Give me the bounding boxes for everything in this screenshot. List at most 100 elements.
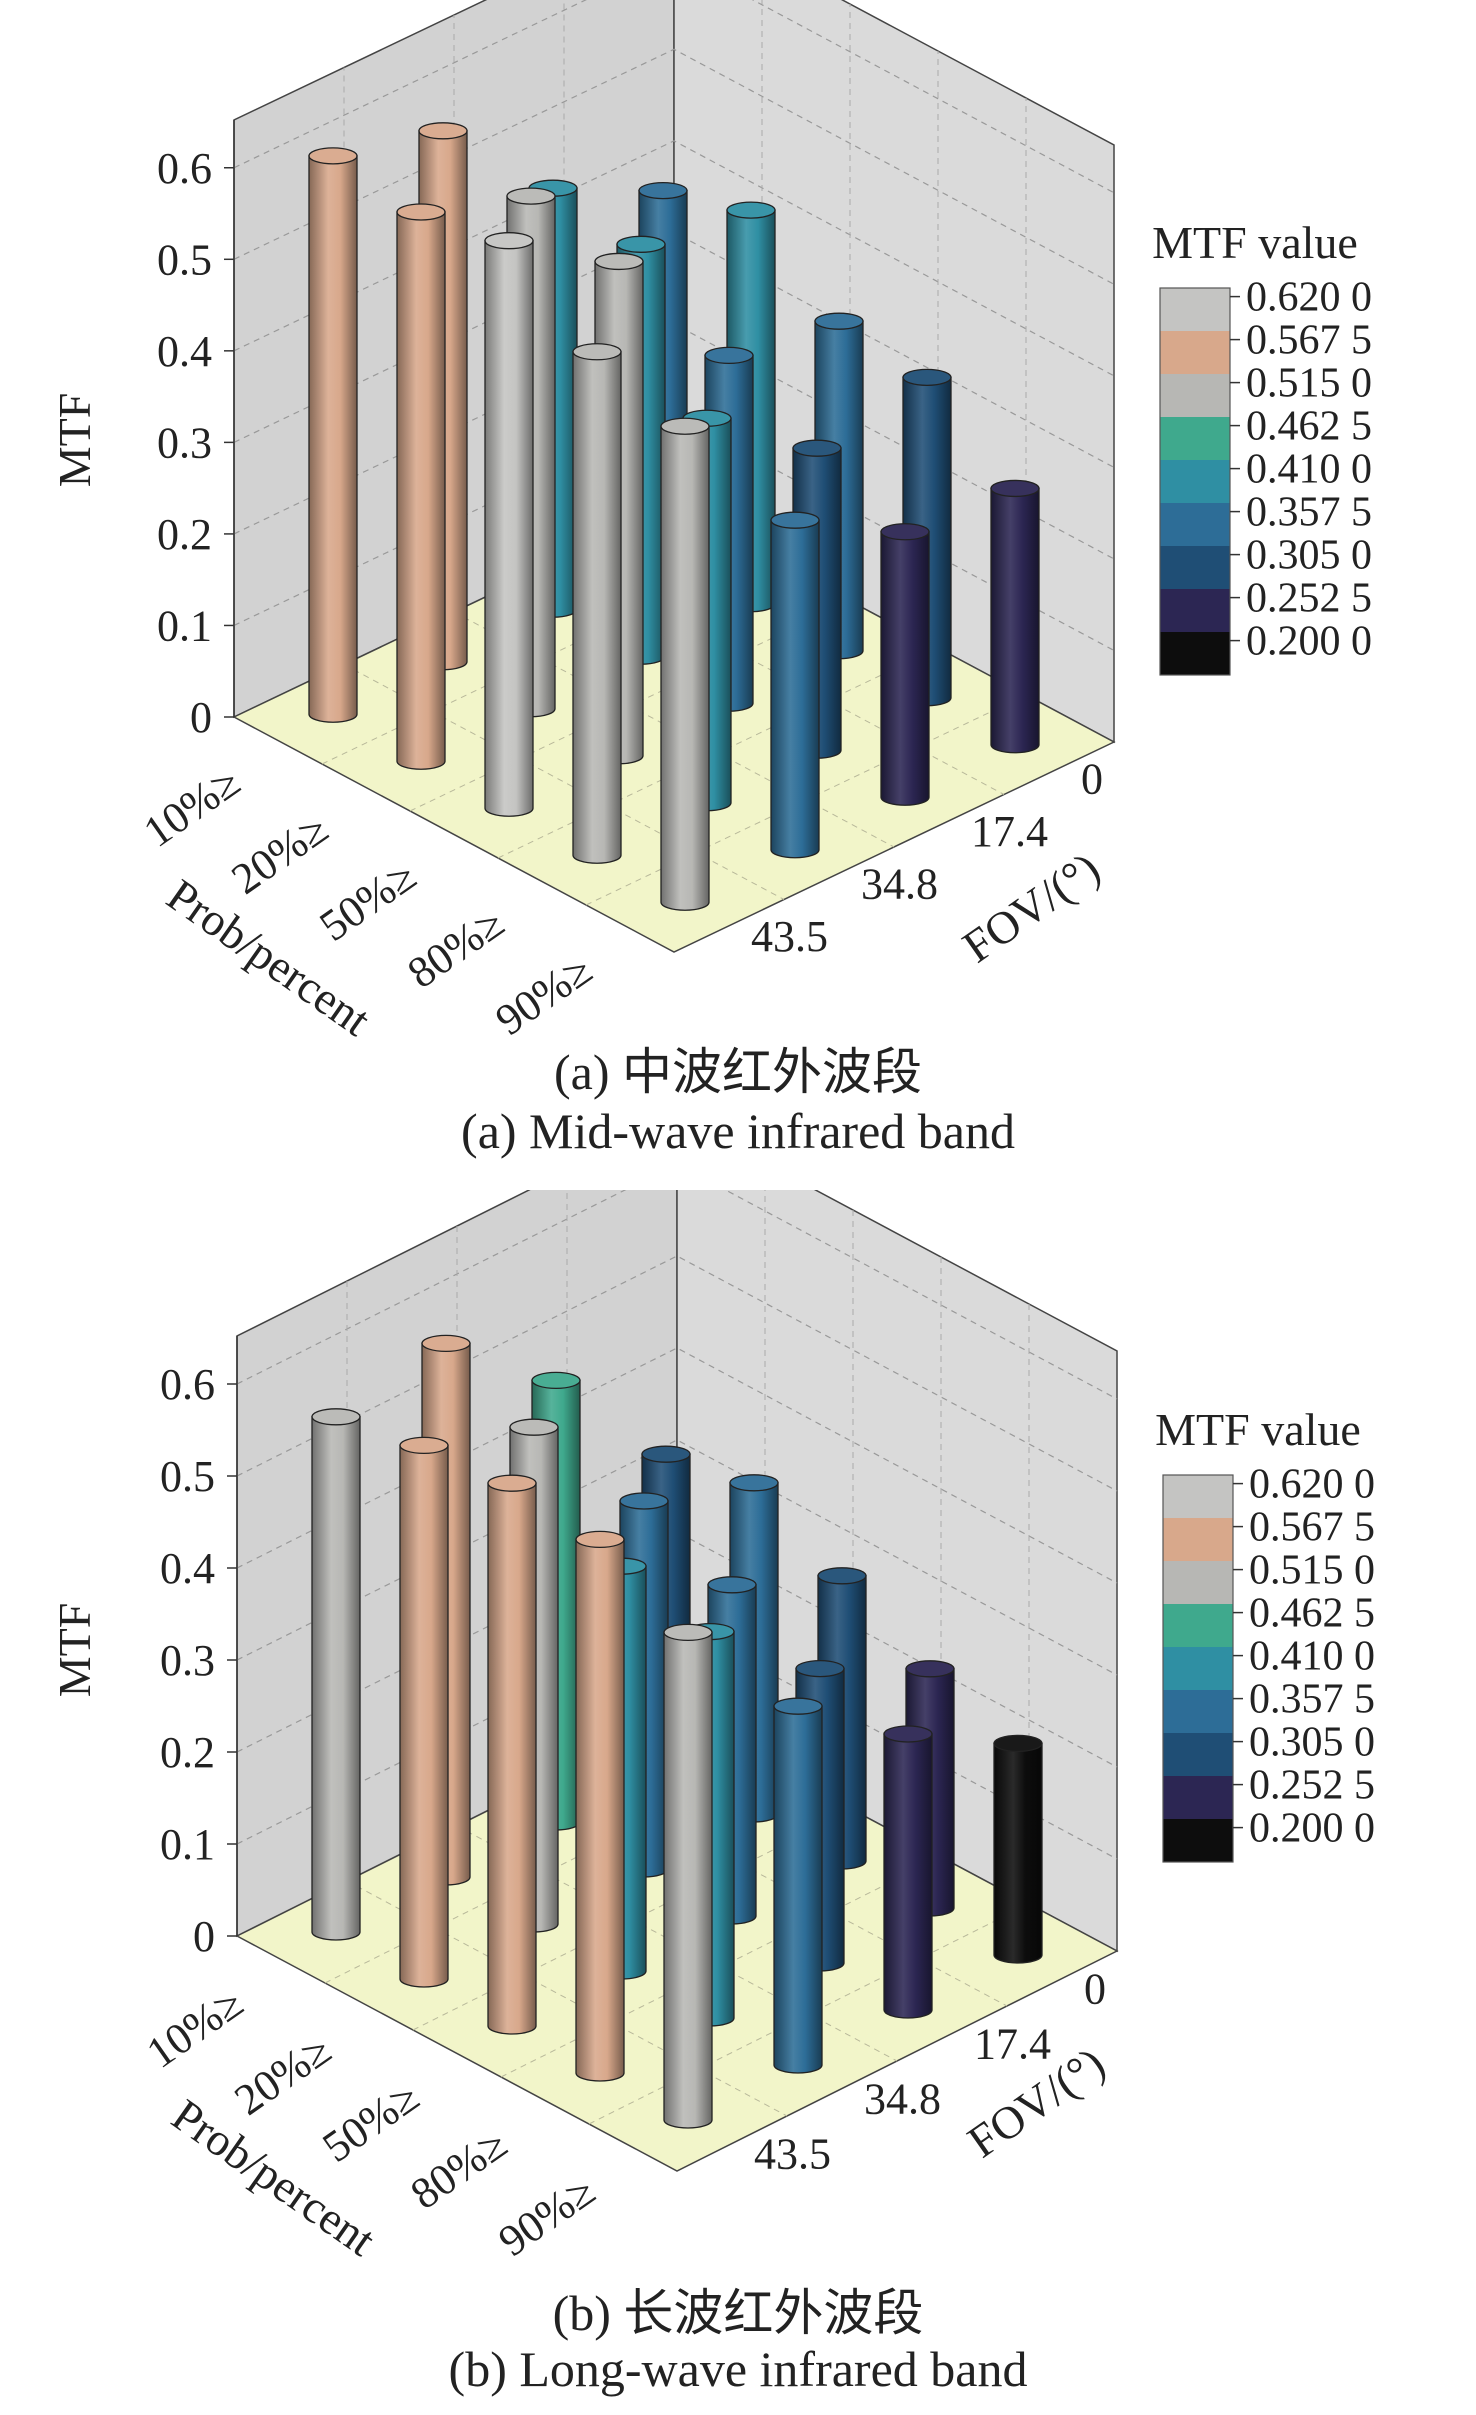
x-tick-label: 10%≥ — [135, 757, 249, 857]
z-tick-label: 0.6 — [157, 144, 212, 193]
legend-swatch — [1163, 1647, 1233, 1690]
y-axis-label: FOV/(°) — [953, 842, 1108, 972]
y-tick-label: 43.5 — [751, 912, 828, 961]
bar — [993, 1734, 1043, 1964]
y-tick-label: 0 — [1084, 1965, 1106, 2014]
legend-label: 0.620 0 — [1249, 1462, 1375, 1508]
legend-label: 0.515 0 — [1246, 361, 1372, 407]
x-tick-label: 80%≥ — [399, 898, 513, 998]
z-tick-label: 0 — [193, 1912, 215, 1961]
legend-swatch — [1163, 1733, 1233, 1776]
bar — [880, 523, 930, 806]
y-tick-label: 17.4 — [971, 807, 1048, 856]
legend-swatch — [1163, 1690, 1233, 1733]
legend-label: 0.462 5 — [1249, 1591, 1375, 1637]
z-tick-label: 0.6 — [160, 1360, 215, 1409]
z-tick-label: 0.3 — [160, 1636, 215, 1685]
chart-mid-wave: 0 0.1 0.2 0.3 0.4 0.5 0.6 MTF 10%≥20%≥50%≥80%≥90… — [49, 0, 1372, 1046]
legend-title: MTF value — [1155, 1404, 1361, 1455]
bar — [663, 1623, 713, 2129]
panel-mid-wave: 0 0.1 0.2 0.3 0.4 0.5 0.6 MTF 10%≥ 20%≥ 50%≥ 80%≥ 90… — [0, 0, 1476, 1190]
legend-swatch — [1163, 1518, 1233, 1561]
bar — [773, 1697, 823, 2074]
z-axis: 0 0.1 0.2 0.3 0.4 0.5 0.6 — [160, 1336, 238, 1961]
x-tick-label: 90%≥ — [487, 945, 601, 1045]
z-tick-label: 0.2 — [157, 510, 212, 559]
bar — [883, 1725, 933, 2019]
bar — [575, 1530, 625, 2082]
legend: MTF value 0.620 00.567 50.515 00.462 50.4… — [1155, 1404, 1375, 1863]
caption-en: (b) Long-wave infrared band — [448, 2341, 1028, 2397]
z-axis: 0 0.1 0.2 0.3 0.4 0.5 0.6 — [157, 120, 235, 742]
z-tick-label: 0.4 — [160, 1544, 215, 1593]
legend-swatch — [1160, 503, 1230, 546]
x-tick-label: 90%≥ — [490, 2166, 604, 2266]
legend-swatch — [1163, 1776, 1233, 1819]
z-axis-label: MTF — [49, 1603, 100, 1698]
z-tick-label: 0.2 — [160, 1728, 215, 1777]
bar — [572, 343, 622, 864]
z-tick-label: 0.5 — [157, 235, 212, 284]
z-tick-label: 0.4 — [157, 327, 212, 376]
legend: MTF value 0.620 00.567 50.515 00.462 50.4… — [1152, 217, 1372, 676]
legend-label: 0.252 5 — [1249, 1763, 1375, 1809]
z-tick-label: 0.3 — [157, 418, 212, 467]
bars — [308, 122, 1040, 911]
y-axis: 43.5 34.8 17.4 0 — [754, 1965, 1106, 2179]
legend-label: 0.305 0 — [1246, 533, 1372, 579]
x-tick-label: 50%≥ — [314, 2072, 428, 2172]
legend-swatch — [1160, 589, 1230, 632]
bar — [399, 1436, 449, 1988]
legend-swatch — [1163, 1561, 1233, 1604]
legend-label: 0.252 5 — [1246, 576, 1372, 622]
z-tick-label: 0.5 — [160, 1452, 215, 1501]
legend-title: MTF value — [1152, 217, 1358, 268]
legend-swatch — [1160, 460, 1230, 503]
z-axis-label: MTF — [49, 393, 100, 488]
legend-label: 0.515 0 — [1249, 1548, 1375, 1594]
x-tick-label: 50%≥ — [311, 851, 425, 951]
bar — [484, 232, 534, 817]
bar — [311, 1408, 361, 1941]
z-tick-label: 0.1 — [157, 601, 212, 650]
legend-label: 0.567 5 — [1249, 1505, 1375, 1551]
legend-label: 0.567 5 — [1246, 318, 1372, 364]
legend-swatch — [1163, 1475, 1233, 1518]
legend-label: 0.410 0 — [1249, 1634, 1375, 1680]
bar — [308, 147, 358, 723]
bar — [770, 511, 820, 859]
panel-long-wave: 0 0.1 0.2 0.3 0.4 0.5 0.6 MTF 10%≥ 20%≥ 50%≥ 80%≥ 90… — [0, 1190, 1476, 2397]
x-tick-label: 10%≥ — [138, 1978, 252, 2078]
legend-label: 0.200 0 — [1249, 1806, 1375, 1852]
x-tick-label: 20%≥ — [223, 804, 337, 904]
legend-swatch — [1160, 417, 1230, 460]
y-tick-label: 34.8 — [861, 859, 938, 908]
y-tick-label: 43.5 — [754, 2130, 831, 2179]
legend-label: 0.357 5 — [1246, 490, 1372, 536]
legend-swatch — [1160, 546, 1230, 589]
y-axis: 43.5 34.8 17.4 0 — [751, 754, 1103, 961]
caption-zh: (b) 长波红外波段 — [552, 2285, 924, 2341]
legend-swatch — [1160, 374, 1230, 417]
legend-swatch — [1160, 632, 1230, 675]
caption-en: (a) Mid-wave infrared band — [461, 1103, 1015, 1159]
legend-label: 0.200 0 — [1246, 619, 1372, 665]
legend-label: 0.620 0 — [1246, 275, 1372, 321]
z-tick-label: 0 — [190, 693, 212, 742]
y-tick-label: 17.4 — [974, 2020, 1051, 2069]
legend-label: 0.410 0 — [1246, 447, 1372, 493]
legend-swatch — [1163, 1604, 1233, 1647]
z-tick-label: 0.1 — [160, 1820, 215, 1869]
x-tick-label: 20%≥ — [226, 2025, 340, 2125]
x-tick-label: 80%≥ — [402, 2119, 516, 2219]
y-tick-label: 0 — [1081, 754, 1103, 803]
bar — [660, 417, 710, 911]
legend-label: 0.462 5 — [1246, 404, 1372, 450]
bars — [311, 1334, 1043, 2129]
chart-long-wave: 0 0.1 0.2 0.3 0.4 0.5 0.6 MTF 10%≥20%≥50%≥80%≥90… — [49, 1190, 1375, 2266]
legend-swatch — [1160, 331, 1230, 374]
legend-label: 0.357 5 — [1249, 1677, 1375, 1723]
bar — [990, 479, 1040, 754]
y-tick-label: 34.8 — [864, 2075, 941, 2124]
legend-swatch — [1163, 1819, 1233, 1862]
